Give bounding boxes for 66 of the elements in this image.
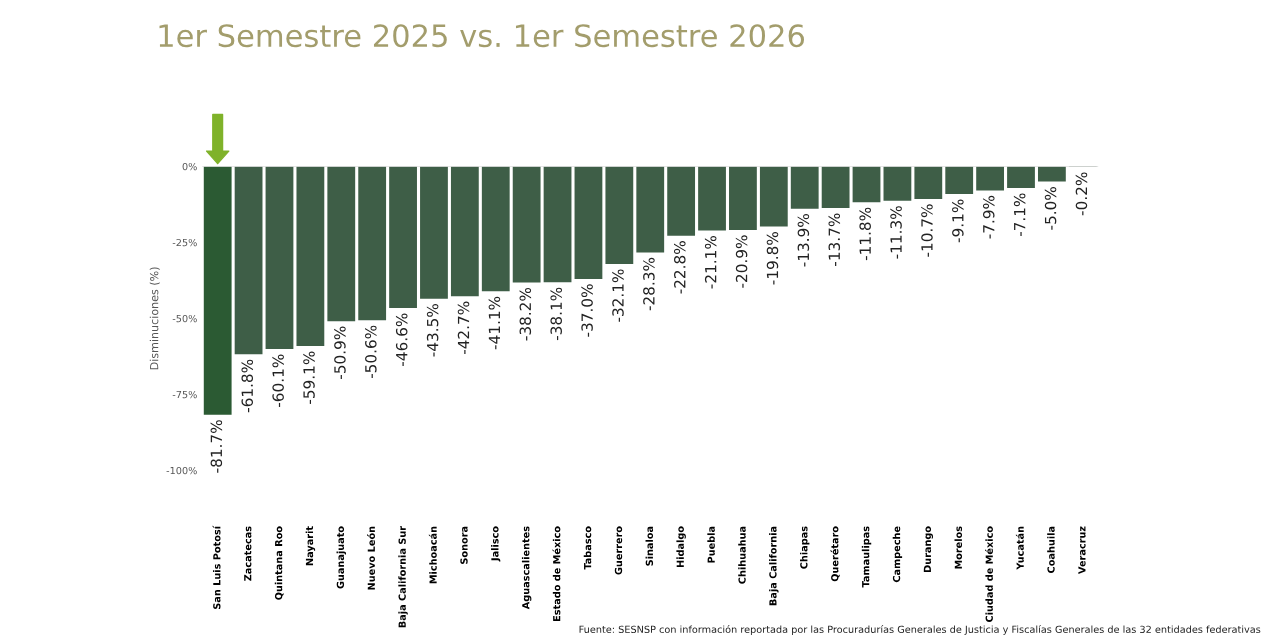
data-label: -50.9%: [334, 326, 346, 379]
x-tick-label: Sinaloa: [645, 526, 654, 566]
x-tick-label: Ciudad de México: [985, 526, 993, 622]
x-tick-label: Zacatecas: [244, 526, 252, 581]
data-label: -20.9%: [735, 235, 748, 288]
x-tick-label: Quintana Roo: [274, 526, 284, 600]
x-tick-label: Guanajuato: [336, 526, 347, 589]
data-label: -32.1%: [612, 269, 624, 322]
data-label: -21.1%: [704, 235, 717, 289]
data-label: -19.8%: [766, 231, 779, 285]
x-tick-label: Tamaulipas: [861, 526, 872, 588]
chart-title: 1er Semestre 2025 vs. 1er Semestre 2026: [159, 24, 805, 48]
data-label: -9.1%: [952, 199, 964, 243]
x-tick-label: Chihuahua: [738, 526, 746, 584]
x-tick-label: Guerrero: [614, 526, 623, 575]
data-label: -10.7%: [921, 204, 933, 257]
y-tick-label: -50%: [172, 314, 197, 323]
x-tick-label: Nayarit: [305, 526, 316, 566]
x-tick-label: Coahuila: [1047, 526, 1055, 573]
data-label: -7.9%: [982, 195, 995, 239]
x-tick-label: Campeche: [892, 526, 903, 583]
data-label: -81.7%: [210, 420, 223, 473]
data-label: -5.0%: [1044, 187, 1057, 230]
y-axis-title: Disminuciones (%): [149, 267, 160, 370]
x-tick-label: Baja California: [769, 526, 779, 606]
data-label: -22.8%: [674, 241, 686, 294]
data-label: -0.2%: [1075, 172, 1088, 216]
x-tick-label: Veracruz: [1078, 526, 1086, 574]
data-label: -60.1%: [272, 354, 284, 407]
data-label: -61.8%: [241, 359, 254, 413]
data-label: -11.8%: [859, 207, 871, 261]
x-tick-label: Baja California Sur: [398, 525, 408, 628]
data-label: -28.3%: [643, 257, 655, 311]
y-tick-label: 0%: [182, 162, 197, 171]
data-label: -13.9%: [797, 214, 810, 267]
data-label: -59.1%: [303, 351, 315, 404]
x-tick-label: Puebla: [707, 526, 715, 563]
x-tick-label: Hidalgo: [676, 526, 686, 568]
data-label: -42.7%: [457, 301, 470, 355]
data-label: -43.5%: [426, 304, 439, 357]
x-tick-label: Estado de México: [552, 526, 561, 621]
x-tick-label: Nuevo León: [367, 526, 375, 590]
x-tick-label: San Luis Potosí: [212, 525, 221, 609]
x-tick-label: Yucatán: [1015, 526, 1024, 570]
data-label: -7.1%: [1013, 193, 1026, 237]
x-tick-label: Querétaro: [830, 526, 840, 582]
data-label: -50.6%: [365, 325, 377, 379]
y-tick-label: -75%: [172, 390, 197, 399]
x-tick-label: Jalisco: [491, 526, 501, 562]
x-tick-label: Sonora: [460, 526, 468, 564]
data-label: -11.3%: [890, 206, 902, 259]
data-label: -38.2%: [519, 287, 532, 341]
y-tick-label: -100%: [166, 466, 197, 475]
x-tick-label: Michoacán: [428, 526, 437, 584]
source-note: Fuente: SESNSP con información reportada por las Procuradurías Generales de Justicia y Fiscalías Generales de las 32 entidades federativas: [579, 625, 1261, 635]
data-label: -13.7%: [828, 213, 841, 266]
x-tick-label: Aguascalientes: [521, 526, 532, 610]
data-label: -46.6%: [395, 313, 408, 366]
data-label: -37.0%: [581, 284, 593, 337]
data-label: -38.1%: [550, 287, 562, 341]
x-tick-label: Chiapas: [800, 526, 810, 569]
x-tick-label: Morelos: [954, 526, 963, 569]
y-tick-label: -25%: [172, 238, 197, 247]
data-label: -41.1%: [488, 296, 501, 350]
x-tick-label: Durango: [923, 526, 934, 572]
x-tick-label: Tabasco: [583, 526, 592, 570]
